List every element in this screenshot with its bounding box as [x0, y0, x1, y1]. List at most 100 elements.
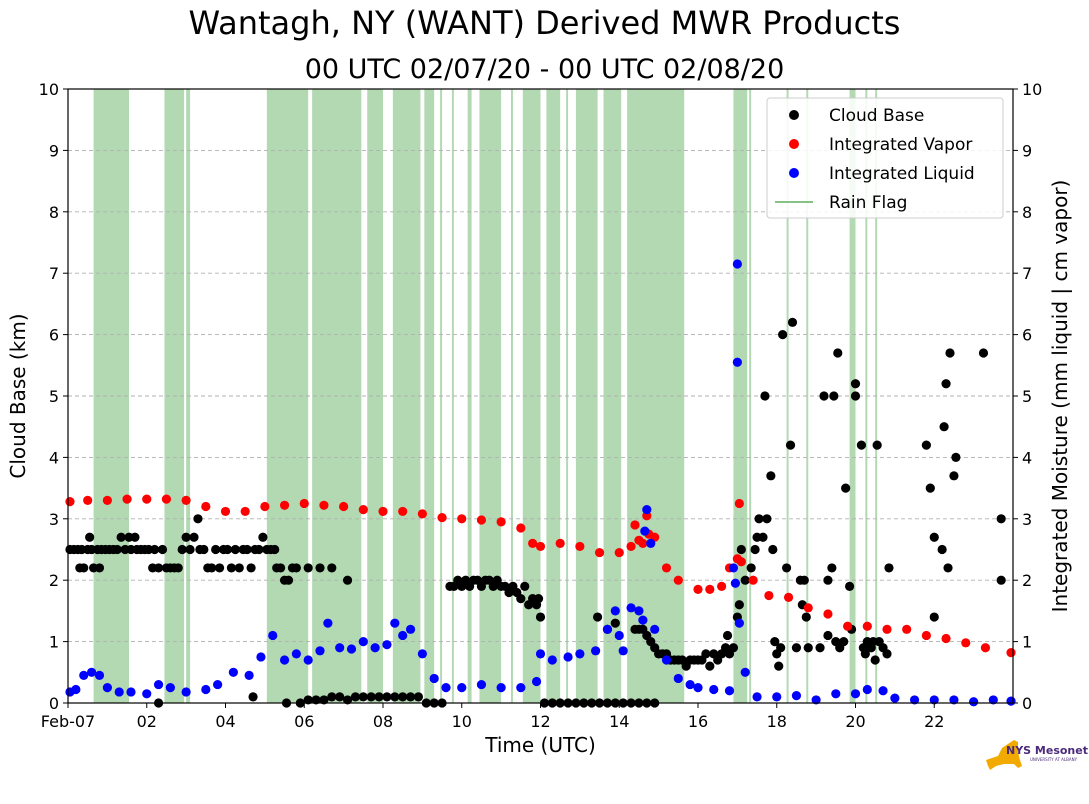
- cloud-base-point-133: [610, 618, 620, 628]
- integrated-liquid-point-5: [102, 683, 112, 693]
- integrated-liquid-point-61: [728, 563, 739, 573]
- cloud-base-point-203: [856, 440, 867, 450]
- cloud-base-point-171: [760, 391, 770, 401]
- integrated-liquid-point-71: [831, 689, 841, 699]
- rain-flag-band-7: [424, 89, 435, 703]
- integrated-vapor-point-56: [941, 633, 951, 644]
- integrated-liquid-point-4: [94, 670, 105, 680]
- x-tick-label-5: 10: [452, 712, 472, 731]
- rain-flag-band-22: [806, 89, 809, 703]
- cloud-base-point-131: [592, 612, 603, 622]
- y-left-tick-label-7: 7: [49, 264, 59, 283]
- integrated-liquid-point-28: [390, 618, 400, 628]
- integrated-liquid-point-47: [618, 646, 628, 656]
- integrated-vapor-point-19: [437, 512, 447, 523]
- integrated-vapor-point-20: [457, 514, 467, 524]
- integrated-liquid-point-12: [201, 684, 211, 695]
- x-tick-label-10: 20: [845, 712, 865, 731]
- cloud-base-point-74: [311, 695, 321, 705]
- cloud-base-point-64: [291, 563, 301, 573]
- cloud-base-point-168: [754, 514, 764, 524]
- cloud-base-point-52: [246, 563, 256, 573]
- integrated-liquid-point-81: [1006, 696, 1016, 706]
- cloud-base-point-224: [949, 471, 959, 481]
- integrated-liquid-point-62: [730, 578, 741, 588]
- cloud-base-point-114: [533, 594, 544, 604]
- integrated-vapor-point-54: [902, 624, 912, 634]
- integrated-liquid-point-32: [429, 673, 439, 684]
- integrated-vapor-point-21: [476, 515, 487, 525]
- y-right-tick-label-9: 9: [1022, 141, 1032, 160]
- logo-subtext: UNIVERSITY AT ALBANY: [1030, 757, 1078, 762]
- cloud-base-point-179: [781, 563, 792, 573]
- cloud-base-point-82: [374, 692, 384, 702]
- integrated-liquid-point-23: [335, 643, 345, 653]
- cloud-base-point-46: [222, 544, 233, 555]
- integrated-liquid-point-54: [650, 624, 660, 634]
- cloud-base-point-115: [535, 612, 546, 622]
- integrated-vapor-point-51: [843, 621, 853, 631]
- integrated-liquid-point-50: [638, 615, 648, 625]
- y-axis-right-label: Integrated Moisture (mm liquid | cm vapo…: [1048, 180, 1072, 613]
- x-tick-label-2: 04: [215, 712, 235, 731]
- legend-label-integrated-liquid: Integrated Liquid: [829, 164, 975, 184]
- y-right-tick-label-8: 8: [1022, 203, 1032, 222]
- cloud-base-point-221: [941, 379, 951, 389]
- cloud-base-point-177: [776, 643, 786, 653]
- integrated-liquid-point-13: [213, 679, 223, 690]
- cloud-base-point-11: [94, 563, 105, 573]
- cloud-base-point-81: [366, 692, 376, 702]
- cloud-base-point-85: [398, 692, 408, 702]
- integrated-liquid-point-37: [516, 683, 526, 693]
- integrated-liquid-point-80: [988, 695, 998, 705]
- cloud-base-point-43: [211, 544, 221, 555]
- integrated-vapor-point-38: [673, 575, 683, 585]
- cloud-base-point-73: [303, 695, 313, 705]
- legend-label-integrated-vapor: Integrated Vapor: [829, 135, 972, 155]
- x-axis-label: Time (UTC): [484, 733, 596, 757]
- cloud-base-point-17: [116, 532, 126, 542]
- integrated-vapor-point-17: [398, 506, 408, 517]
- cloud-base-point-170: [762, 514, 772, 524]
- cloud-base-point-162: [734, 600, 744, 610]
- integrated-vapor-point-44: [734, 498, 744, 509]
- integrated-liquid-point-79: [969, 697, 979, 707]
- integrated-vapor-point-7: [201, 501, 211, 512]
- cloud-base-point-176: [774, 661, 784, 671]
- integrated-vapor-point-30: [626, 541, 636, 552]
- cloud-base-point-199: [844, 581, 855, 591]
- integrated-vapor-point-31: [630, 520, 640, 530]
- cloud-base-point-214: [884, 563, 894, 573]
- cloud-base-point-58: [270, 544, 280, 555]
- cloud-base-point-79: [350, 692, 361, 702]
- cloud-base-point-80: [358, 692, 368, 702]
- cloud-base-point-29: [157, 544, 168, 555]
- integrated-liquid-point-75: [890, 693, 900, 703]
- cloud-base-point-44: [214, 563, 225, 573]
- cloud-base-point-189: [819, 391, 829, 401]
- y-left-tick-label-10: 10: [39, 80, 59, 99]
- cloud-base-point-165: [746, 563, 756, 573]
- cloud-base-point-70: [248, 692, 258, 702]
- integrated-liquid-point-18: [279, 655, 290, 665]
- integrated-liquid-point-69: [791, 691, 802, 701]
- integrated-vapor-point-4: [142, 494, 152, 504]
- integrated-liquid-point-43: [591, 646, 601, 656]
- integrated-vapor-point-49: [803, 603, 813, 613]
- integrated-liquid-point-25: [358, 637, 368, 647]
- integrated-vapor-point-53: [882, 624, 892, 634]
- cloud-base-point-83: [382, 692, 392, 702]
- integrated-vapor-point-23: [516, 523, 526, 533]
- integrated-vapor-point-57: [961, 638, 971, 648]
- cloud-base-point-49: [234, 563, 244, 573]
- cloud-base-point-54: [254, 544, 264, 555]
- x-tick-label-3: 06: [294, 712, 314, 731]
- cloud-base-point-166: [750, 544, 760, 555]
- integrated-vapor-point-58: [980, 643, 991, 653]
- integrated-vapor-point-13: [319, 500, 329, 510]
- integrated-liquid-point-11: [181, 687, 191, 697]
- integrated-vapor-point-8: [220, 506, 231, 517]
- integrated-liquid-point-45: [610, 606, 620, 616]
- integrated-liquid-point-56: [673, 673, 683, 684]
- cloud-base-point-181: [787, 317, 798, 327]
